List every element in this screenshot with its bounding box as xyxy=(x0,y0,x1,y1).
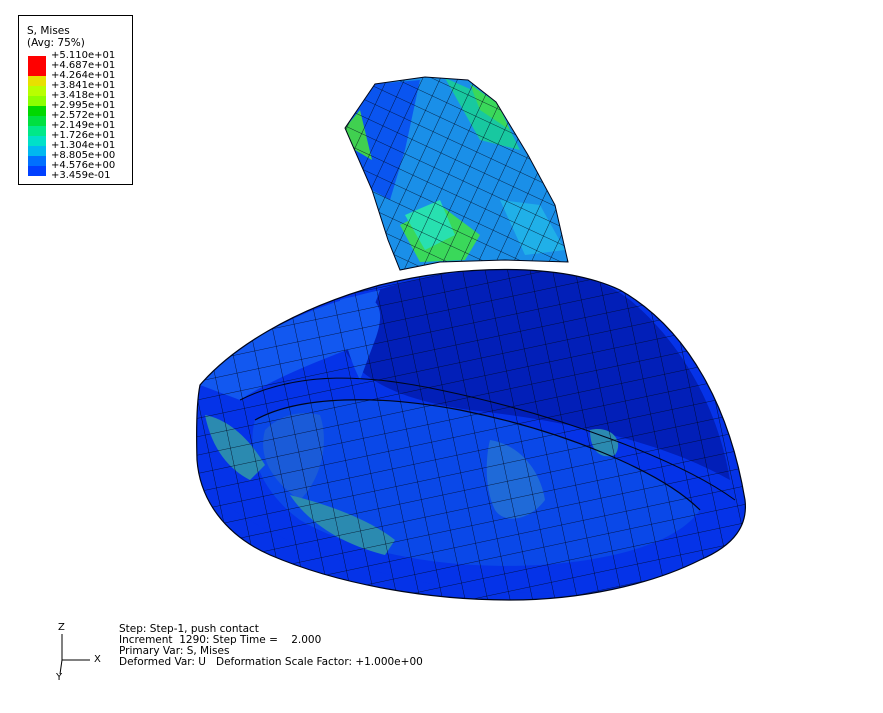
step-line: Step: Step-1, push contact xyxy=(119,623,259,635)
legend-row: +4.687e+01 xyxy=(28,60,128,76)
legend-swatch xyxy=(28,66,46,76)
legend-row: +8.805e+00 xyxy=(28,150,128,166)
legend-value: +4.576e+00 xyxy=(51,160,116,171)
legend-swatch xyxy=(28,126,46,136)
legend-title: S, Mises xyxy=(27,25,70,37)
legend-row: +2.149e+01 xyxy=(28,120,128,136)
tube-part xyxy=(345,77,568,270)
deformed-var-line: Deformed Var: U Deformation Scale Factor… xyxy=(119,656,423,668)
primary-var-line: Primary Var: S, Mises xyxy=(119,645,230,657)
legend-value: +1.726e+01 xyxy=(51,130,116,141)
legend-value: +3.841e+01 xyxy=(51,80,116,91)
step-info: Step: Step-1, push contact Increment 129… xyxy=(119,624,423,668)
legend-value: +2.572e+01 xyxy=(51,110,116,121)
legend-swatch xyxy=(28,146,46,156)
legend-row: +3.418e+01 xyxy=(28,90,128,106)
legend-row: +2.995e+01 xyxy=(28,100,128,116)
legend-value: +5.110e+01 xyxy=(51,50,116,61)
legend-value: +2.149e+01 xyxy=(51,120,116,131)
legend-swatch xyxy=(28,136,46,146)
legend-value: +4.687e+01 xyxy=(51,60,116,71)
legend-swatch xyxy=(28,116,46,126)
axis-triad: Z X Y xyxy=(40,620,120,690)
legend-swatch xyxy=(28,86,46,96)
legend-value: +3.459e-01 xyxy=(51,170,111,181)
legend-value: +2.995e+01 xyxy=(51,100,116,111)
increment-line: Increment 1290: Step Time = 2.000 xyxy=(119,634,322,646)
triad-axes xyxy=(59,634,90,675)
triad-z-label: Z xyxy=(58,622,65,633)
legend-row: +4.576e+00 xyxy=(28,160,128,176)
legend-row: +3.841e+01 xyxy=(28,80,128,96)
triad-x-label: X xyxy=(94,654,101,665)
legend-subtitle: (Avg: 75%) xyxy=(27,37,85,49)
legend-row: +1.304e+01 xyxy=(28,140,128,156)
legend-row: +1.726e+01 xyxy=(28,130,128,146)
legend-rows: +5.110e+01 +4.687e+01 +4.264e+01 +3.841e+01… xyxy=(28,50,128,181)
legend-swatch xyxy=(28,76,46,86)
legend-swatch xyxy=(28,106,46,116)
legend-value: +4.264e+01 xyxy=(51,70,116,81)
legend-swatch xyxy=(28,156,46,166)
legend-row: +2.572e+01 xyxy=(28,110,128,126)
legend-value: +1.304e+01 xyxy=(51,140,116,151)
cup-part xyxy=(196,269,746,600)
legend-swatch xyxy=(28,56,46,66)
legend-row: +5.110e+01 xyxy=(28,50,128,66)
legend-swatch xyxy=(28,166,46,176)
legend-value: +8.805e+00 xyxy=(51,150,116,161)
legend-swatch xyxy=(28,96,46,106)
stress-legend: S, Mises (Avg: 75%) +5.110e+01 +4.687e+01… xyxy=(18,15,133,185)
triad-y-label: Y xyxy=(56,672,63,683)
legend-value: +3.418e+01 xyxy=(51,90,116,101)
legend-row: +4.264e+01 xyxy=(28,70,128,86)
